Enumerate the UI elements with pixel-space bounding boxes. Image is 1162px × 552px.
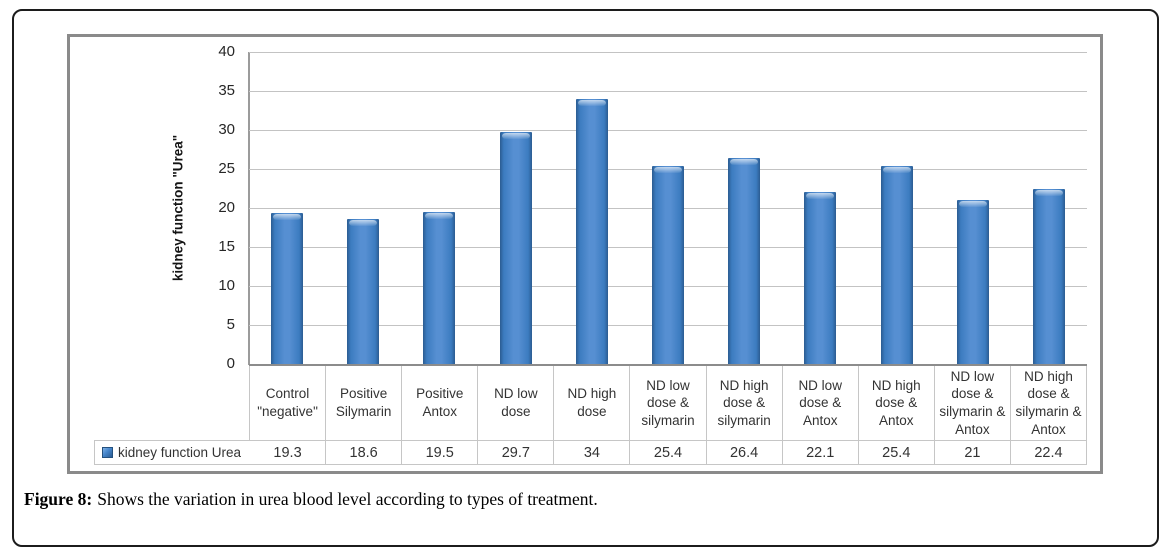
category-label: ND high dose & silymarin & Antox [1009,366,1086,440]
category-label: Control "negative" [249,366,325,440]
bar-series [249,52,1087,364]
y-tick-label: 10 [218,277,235,294]
data-value: 18.6 [325,441,401,464]
bar-slot [782,52,858,364]
bar [1032,189,1065,364]
figure-caption: Figure 8: Shows the variation in urea blo… [24,489,924,510]
data-table: Control "negative" Positive Silymarin Posi… [249,364,1087,465]
chart-area: kidney function "Urea" 40 35 30 25 20 15 10 5 0 … [67,34,1103,474]
y-tick-label: 0 [226,355,235,372]
y-tick-label: 35 [218,82,235,99]
caption-text: Shows the variation in urea blood level … [97,489,598,509]
bar-slot [478,52,554,364]
y-tick-label: 30 [218,121,235,138]
legend: kidney function Urea [94,440,250,465]
bar [880,165,913,364]
bar-slot [325,52,401,364]
category-label: ND low dose & Antox [781,366,858,440]
bar-slot [706,52,782,364]
gridline [249,130,1087,131]
bar [347,218,380,364]
bar-slot [935,52,1011,364]
category-label: ND high dose & silymarin [705,366,782,440]
category-label-row: Control "negative" Positive Silymarin Posi… [249,366,1087,441]
bar [728,158,761,364]
category-label: ND high dose & Antox [857,366,934,440]
bar-slot [249,52,325,364]
y-axis-tick-labels: 40 35 30 25 20 15 10 5 0 [165,43,235,372]
bar [575,98,608,364]
y-tick-label: 25 [218,160,235,177]
bar [271,213,304,364]
data-value: 26.4 [705,441,782,464]
figure-number: Figure 8: [24,489,93,509]
bar-slot [630,52,706,364]
bar-slot [859,52,935,364]
data-value: 22.4 [1009,441,1086,464]
data-value: 22.1 [781,441,858,464]
bar-slot [554,52,630,364]
y-tick-label: 40 [218,43,235,60]
series-swatch-icon [102,447,113,458]
data-value: 21 [933,441,1010,464]
bar [956,200,989,364]
bar-slot [1011,52,1087,364]
category-label: ND low dose [477,366,553,440]
data-value: 29.7 [477,441,553,464]
data-value: 19.3 [249,441,325,464]
bar-slot [401,52,477,364]
gridline [249,52,1087,53]
data-value: 19.5 [401,441,477,464]
y-tick-label: 5 [226,316,235,333]
category-label: ND low dose & silymarin [629,366,705,440]
figure-frame: kidney function "Urea" 40 35 30 25 20 15 10 5 0 … [12,9,1159,547]
gridline [249,91,1087,92]
data-value: 25.4 [857,441,934,464]
category-label: Positive Antox [401,366,477,440]
category-label: ND low dose & silymarin & Antox [933,366,1010,440]
plot-area [249,52,1087,364]
data-value: 25.4 [629,441,705,464]
category-label: ND high dose [553,366,629,440]
category-label: Positive Silymarin [325,366,401,440]
bar [423,211,456,364]
legend-label: kidney function Urea [118,445,242,460]
bar [804,191,837,364]
y-tick-label: 20 [218,199,235,216]
bar [499,132,532,364]
bar [652,165,685,364]
data-value: 34 [553,441,629,464]
data-table-value-row: 19.3 18.6 19.5 29.7 34 25.4 26.4 22.1 25.4 21 22.4 [249,441,1087,464]
y-tick-label: 15 [218,238,235,255]
